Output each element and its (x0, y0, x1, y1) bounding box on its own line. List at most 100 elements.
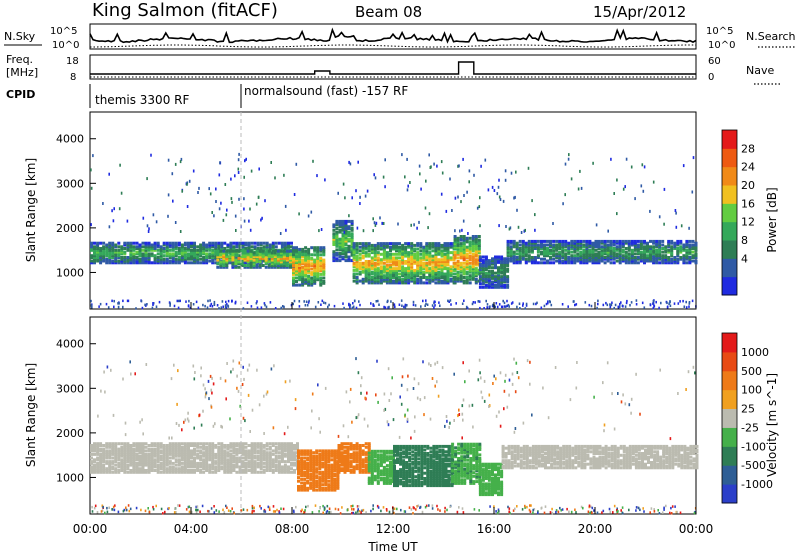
speckle-cell (591, 305, 593, 308)
data-cell (371, 256, 374, 259)
speckle-cell (348, 161, 350, 164)
data-cell (507, 240, 510, 243)
data-cell (148, 252, 151, 255)
speckle-cell (641, 184, 643, 187)
data-cell (330, 458, 333, 461)
speckle-cell (175, 221, 177, 224)
speckle-cell (685, 301, 687, 304)
speckle-cell (681, 224, 683, 227)
data-cell (120, 245, 123, 248)
data-cell (254, 245, 257, 248)
data-cell (558, 251, 561, 254)
data-cell (640, 251, 643, 254)
speckle-cell (147, 224, 149, 227)
speckle-cell (494, 189, 496, 192)
data-cell (350, 453, 353, 456)
data-cell (601, 240, 604, 243)
data-cell (300, 478, 303, 481)
speckle-cell (653, 307, 655, 310)
data-cell (383, 477, 386, 480)
data-cell (310, 277, 313, 280)
speckle-cell (505, 179, 507, 182)
data-cell (290, 467, 293, 470)
data-cell (546, 247, 549, 250)
speckle-cell (571, 177, 573, 180)
speckle-cell (433, 306, 435, 309)
speckle-cell (474, 301, 476, 304)
speckle-cell (619, 306, 621, 309)
speckle-cell (320, 304, 322, 307)
data-cell (519, 247, 522, 250)
data-cell (151, 261, 154, 264)
speckle-cell (189, 180, 191, 183)
data-cell (260, 247, 263, 250)
data-cell (368, 477, 371, 480)
data-cell (253, 259, 256, 262)
speckle-cell (294, 300, 296, 303)
data-cell (301, 248, 304, 251)
data-cell (356, 464, 359, 467)
data-cell (114, 442, 117, 445)
data-cell (260, 471, 263, 474)
speckle-cell (153, 213, 155, 216)
data-cell (327, 483, 330, 486)
speckle-cell (403, 306, 405, 309)
data-cell (139, 244, 142, 247)
data-cell (254, 455, 257, 458)
data-cell (685, 249, 688, 252)
data-cell (380, 258, 383, 261)
speckle-cell (686, 306, 688, 309)
data-cell (196, 462, 199, 465)
speckle-cell (321, 228, 323, 231)
data-cell (296, 442, 299, 445)
data-cell (175, 442, 178, 445)
data-cell (111, 442, 114, 445)
speckle-cell (210, 192, 212, 195)
data-cell (220, 465, 223, 468)
speckle-cell (365, 195, 367, 198)
speckle-cell (283, 174, 285, 177)
data-cell (537, 261, 540, 264)
data-cell (90, 453, 93, 456)
speckle-cell (521, 231, 523, 234)
data-cell (120, 446, 123, 449)
data-cell (284, 242, 287, 245)
freq-trace (90, 62, 696, 74)
data-cell (643, 245, 646, 248)
data-cell (293, 451, 296, 454)
data-cell (199, 442, 202, 445)
data-cell (298, 260, 301, 263)
speckle-cell (264, 304, 266, 307)
data-cell (444, 242, 447, 245)
data-cell (637, 240, 640, 243)
data-cell (93, 242, 96, 245)
speckle-cell (100, 303, 102, 306)
data-cell (142, 442, 145, 445)
data-cell (450, 251, 453, 254)
speckle-cell (512, 301, 514, 304)
data-cell (401, 278, 404, 281)
speckle-cell (615, 304, 617, 307)
data-cell (289, 250, 292, 253)
speckle-cell (209, 299, 211, 302)
data-cell (362, 458, 365, 461)
data-cell (245, 462, 248, 465)
data-cell (184, 442, 187, 445)
data-cell (199, 469, 202, 472)
data-cell (196, 453, 199, 456)
speckle-cell (256, 300, 258, 303)
speckle-cell (219, 161, 221, 164)
data-cell (300, 457, 303, 460)
data-cell (437, 242, 440, 245)
speckle-cell (148, 230, 150, 233)
speckle-cell (562, 303, 564, 306)
speckle-cell (91, 304, 93, 307)
data-cell (604, 256, 607, 259)
data-cell (389, 246, 392, 249)
data-cell (272, 453, 275, 456)
data-cell (513, 251, 516, 254)
data-cell (661, 244, 664, 247)
data-cell (463, 262, 466, 265)
data-cell (368, 462, 371, 465)
data-cell (157, 256, 160, 259)
